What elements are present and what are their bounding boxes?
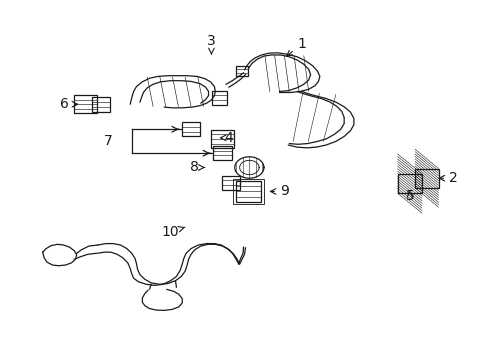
Text: 3: 3 <box>206 35 215 54</box>
Bar <box>414 168 438 188</box>
Text: 8: 8 <box>190 161 204 175</box>
Bar <box>235 181 261 202</box>
Bar <box>397 174 421 193</box>
Bar <box>210 130 234 148</box>
Text: 9: 9 <box>270 184 288 198</box>
Text: 7: 7 <box>104 134 113 148</box>
Bar <box>182 122 200 136</box>
Text: 10: 10 <box>162 225 184 239</box>
Text: 1: 1 <box>286 37 305 56</box>
Bar <box>232 179 264 204</box>
Text: 5: 5 <box>405 189 413 203</box>
Bar <box>221 176 240 190</box>
Bar <box>212 147 232 160</box>
Bar <box>92 98 110 112</box>
Bar <box>74 95 97 113</box>
Bar <box>236 66 247 76</box>
Text: 6: 6 <box>60 97 78 111</box>
Bar <box>211 91 226 105</box>
Text: 4: 4 <box>220 131 233 145</box>
Text: 2: 2 <box>438 171 457 185</box>
